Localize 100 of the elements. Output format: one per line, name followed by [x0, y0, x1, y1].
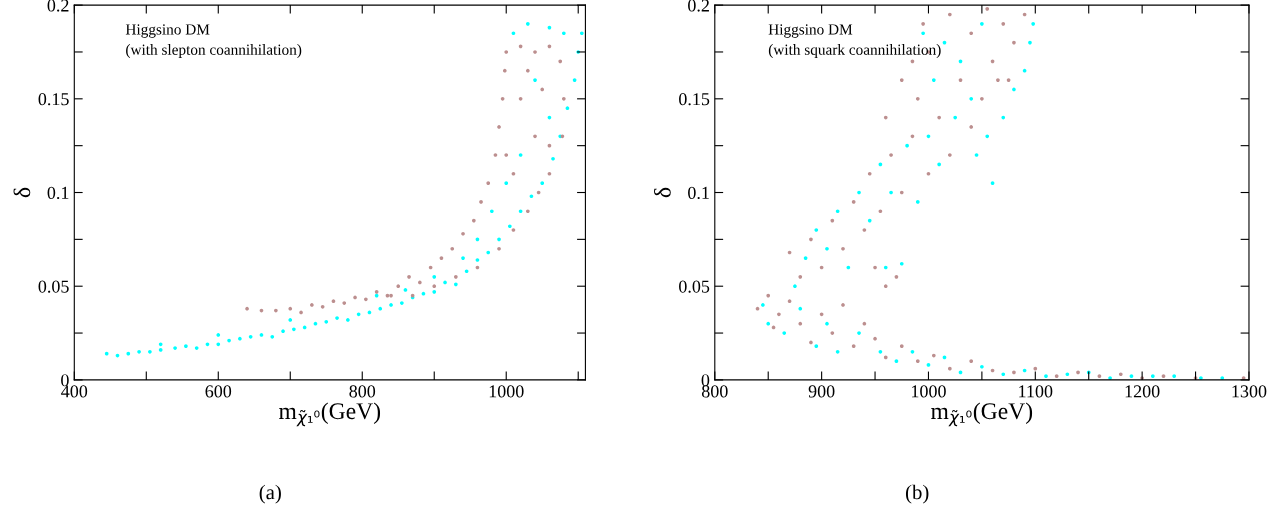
point [310, 303, 314, 307]
point [857, 331, 861, 335]
point [374, 289, 379, 294]
point [969, 96, 974, 101]
y-tick-label: 0.2 [47, 0, 69, 12]
y-tick-label: 0 [61, 374, 69, 387]
point [915, 200, 920, 204]
point [342, 301, 347, 305]
x-tick-label: 1200 [1125, 385, 1160, 398]
point [894, 359, 899, 363]
point [766, 321, 771, 326]
point [883, 265, 888, 270]
point [825, 246, 829, 251]
point [396, 284, 401, 289]
point [518, 96, 523, 101]
point [926, 363, 931, 367]
point [974, 153, 979, 157]
y-axis-title: δ [13, 187, 31, 198]
point [461, 231, 465, 236]
text: (a) [259, 484, 281, 504]
point [910, 349, 915, 354]
point [500, 96, 505, 101]
y-tick-label: 0.15 [38, 93, 69, 106]
x-tick-label: 1000 [912, 385, 946, 398]
text: (b) [905, 484, 929, 504]
point [497, 246, 501, 251]
point [921, 31, 925, 36]
point [540, 87, 545, 92]
point [814, 228, 819, 232]
x-tick-label: 1100 [1019, 385, 1053, 398]
point [1012, 87, 1016, 92]
point [486, 181, 491, 185]
point [432, 284, 437, 289]
point [504, 153, 509, 157]
point [497, 125, 501, 129]
point [407, 275, 411, 279]
point [980, 22, 984, 26]
point [1022, 68, 1027, 73]
x-tick-label: 600 [205, 385, 232, 398]
point [1172, 374, 1177, 378]
point [1001, 372, 1006, 377]
point [547, 171, 552, 176]
y-tick-label: 0.1 [688, 186, 709, 200]
x-axis-title: m$_{χ̃₁⁰}$(GeV) [279, 402, 381, 427]
point [331, 299, 336, 304]
point [899, 261, 904, 266]
point [798, 306, 803, 311]
point [504, 50, 509, 54]
point [793, 284, 797, 289]
point [867, 218, 872, 223]
point [479, 200, 483, 204]
y-tick-label: 0.05 [38, 280, 69, 293]
point [502, 68, 507, 73]
x-tick-label: 400 [61, 385, 88, 398]
x-tick-label: 800 [349, 385, 376, 398]
point [803, 256, 808, 260]
y-tick-label: 0.2 [688, 0, 709, 12]
point [558, 59, 563, 64]
point [1044, 374, 1048, 378]
point [926, 134, 931, 139]
point [472, 218, 476, 223]
point [931, 78, 936, 82]
point [835, 349, 840, 354]
point [1028, 40, 1032, 45]
point [320, 304, 325, 309]
x-tick-label: 900 [808, 385, 835, 398]
x-tick-label: 800 [701, 385, 728, 398]
point [511, 171, 516, 176]
point [985, 134, 990, 139]
point [533, 134, 537, 139]
point [353, 295, 357, 300]
y-axis-title: δ [654, 187, 671, 198]
point [1199, 376, 1203, 380]
point [439, 256, 444, 260]
point [889, 190, 893, 195]
y-tick-label: 0.1 [47, 186, 69, 200]
annotation: Higgsino DM (with squark coannihilation) [768, 24, 941, 58]
point [980, 364, 984, 369]
point [825, 321, 829, 326]
point [937, 162, 941, 167]
point [1150, 374, 1155, 378]
point [1031, 22, 1036, 26]
x-tick-label: 1300 [1232, 385, 1267, 398]
point [525, 68, 530, 73]
point [1065, 372, 1070, 377]
point [418, 280, 422, 285]
point [454, 275, 458, 279]
point [288, 306, 293, 311]
point [878, 349, 883, 354]
point [525, 209, 530, 214]
x-tick-label: 1000 [489, 385, 524, 398]
point [1108, 376, 1112, 380]
y-tick-label: 0.05 [679, 280, 710, 293]
point [857, 190, 861, 195]
point [493, 153, 498, 157]
annotation: Higgsino DM (with slepton coannihilation) [125, 24, 302, 58]
point [782, 331, 787, 335]
point [814, 344, 819, 349]
point [835, 209, 840, 214]
y-tick-label: 0 [701, 374, 710, 387]
